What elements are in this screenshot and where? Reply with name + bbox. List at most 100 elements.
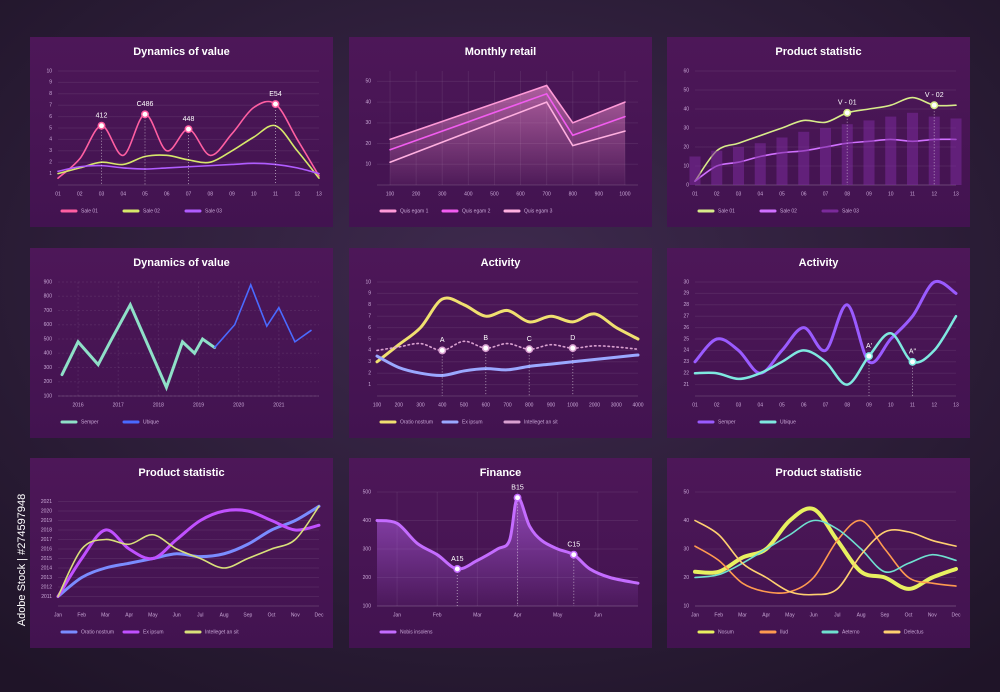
bar (819, 128, 832, 185)
series-line (389, 92, 626, 151)
x-tick-label: May (148, 612, 158, 618)
x-tick-label: 12 (931, 191, 937, 197)
y-tick-label: 100 (44, 393, 53, 399)
y-tick-label: 2012 (41, 584, 52, 590)
annotation-label: A15 (451, 556, 464, 563)
x-tick-label: 02 (714, 191, 720, 197)
series-line (389, 84, 626, 141)
x-tick-label: 10 (888, 191, 894, 197)
bar (798, 131, 810, 185)
x-tick-label: Aug (857, 612, 866, 618)
bar (863, 120, 875, 185)
x-tick-label: 13 (316, 191, 322, 197)
series-line (694, 96, 957, 182)
y-tick-label: 7 (368, 314, 371, 320)
y-tick-label: 700 (44, 308, 53, 314)
x-tick-label: 600 (516, 191, 525, 197)
chart-title: Product statistic (775, 467, 861, 479)
chart-title: Activity (799, 257, 840, 269)
x-tick-label: 08 (844, 402, 850, 408)
y-tick-label: 0 (686, 182, 689, 188)
y-tick-label: 50 (683, 87, 689, 93)
y-tick-label: 30 (683, 279, 689, 285)
x-tick-label: 600 (482, 402, 491, 408)
legend-label: Aeterno (842, 629, 860, 635)
x-tick-label: 500 (460, 402, 469, 408)
y-tick-label: 300 (363, 546, 372, 552)
bar (732, 147, 745, 185)
x-tick-label: Jan (54, 612, 62, 618)
x-tick-label: 10 (888, 402, 894, 408)
x-tick-label: 05 (779, 191, 785, 197)
y-tick-label: 900 (44, 279, 53, 285)
annotation-point (569, 550, 578, 559)
x-tick-label: Jun (173, 612, 181, 618)
y-tick-label: 500 (44, 336, 53, 342)
annotation-label: B15 (511, 485, 524, 492)
annotation-label: V - 02 (925, 92, 944, 99)
series-line (56, 504, 321, 598)
annotation-label: A (440, 337, 445, 344)
chart-title: Product statistic (775, 46, 861, 58)
chart-title: Finance (480, 467, 522, 479)
x-tick-label: Mar (738, 612, 747, 618)
legend-label: Nosum (718, 629, 734, 635)
y-tick-label: 3 (368, 359, 371, 365)
x-tick-label: 2017 (113, 402, 124, 408)
legend-label: Quis egam 3 (524, 208, 553, 214)
legend-label: Ex ipsum (143, 629, 164, 635)
x-tick-label: 06 (164, 191, 170, 197)
legend-label: Semper (81, 419, 99, 425)
y-tick-label: 2011 (41, 594, 52, 600)
x-tick-label: Oct (905, 612, 913, 618)
x-tick-label: 100 (386, 191, 395, 197)
chart-title: Monthly retail (465, 46, 537, 58)
y-tick-label: 23 (683, 359, 689, 365)
x-tick-label: 03 (736, 402, 742, 408)
x-tick-label: 13 (953, 191, 959, 197)
annotation-point (843, 108, 852, 117)
x-tick-label: Apr (125, 612, 133, 618)
x-tick-label: 400 (464, 191, 473, 197)
y-tick-label: 20 (683, 144, 689, 150)
bar (776, 137, 788, 185)
y-tick-label: 2019 (41, 518, 52, 524)
y-tick-label: 1 (49, 171, 52, 177)
x-tick-label: 300 (438, 191, 447, 197)
x-tick-label: 800 (525, 402, 534, 408)
y-tick-label: 10 (46, 68, 52, 74)
x-tick-label: Sep (243, 612, 252, 618)
y-tick-label: 800 (44, 294, 53, 300)
annotation-point (908, 357, 917, 366)
x-tick-label: 1000 (567, 402, 578, 408)
x-tick-label: 07 (186, 191, 192, 197)
y-tick-label: 22 (683, 371, 689, 377)
area (377, 497, 638, 606)
x-tick-label: 2016 (73, 402, 84, 408)
y-tick-label: 5 (49, 125, 52, 131)
y-tick-label: 8 (49, 91, 52, 97)
x-tick-label: Mar (101, 612, 110, 618)
x-tick-label: 03 (99, 191, 105, 197)
bar (841, 124, 853, 185)
legend-label: Sale 01 (81, 208, 98, 214)
x-tick-label: 2020 (233, 402, 244, 408)
y-tick-label: 30 (683, 125, 689, 131)
x-tick-label: 900 (547, 402, 556, 408)
y-tick-label: 6 (49, 114, 52, 120)
legend-label: Sale 03 (842, 208, 859, 214)
x-tick-label: May (553, 612, 563, 618)
series-line (694, 519, 957, 596)
bar (689, 156, 701, 185)
x-tick-label: 03 (736, 191, 742, 197)
annotation-label: B (483, 335, 488, 342)
chart-title: Dynamics of value (133, 257, 230, 269)
series-line (375, 353, 640, 378)
y-tick-label: 200 (44, 379, 53, 385)
series-line (376, 340, 639, 352)
x-tick-label: 400 (438, 402, 447, 408)
x-tick-label: 04 (120, 191, 126, 197)
annotation-label: C (527, 336, 532, 343)
annotation-label: C15 (567, 542, 580, 549)
